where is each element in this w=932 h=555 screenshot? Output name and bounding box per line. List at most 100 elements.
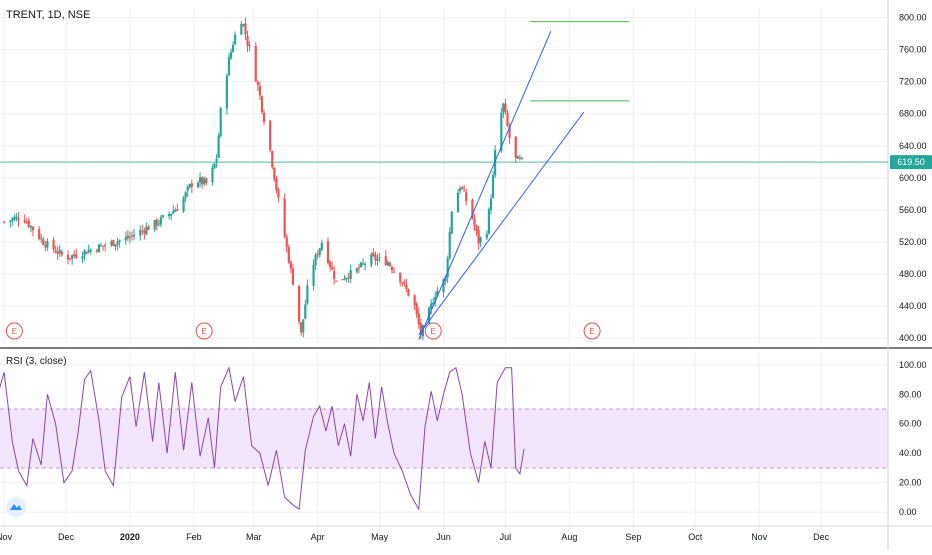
candle-body — [461, 187, 464, 190]
candle-body — [174, 209, 177, 212]
price-axis-tick-label: 720.00 — [899, 77, 927, 87]
candle-body — [448, 232, 451, 259]
candle-body — [326, 241, 330, 264]
candle-body — [46, 241, 49, 248]
candle-body — [343, 279, 346, 281]
candle-body — [335, 280, 338, 282]
candle-body — [145, 226, 148, 235]
candle-body — [306, 285, 309, 304]
time-axis-label: Oct — [688, 532, 703, 542]
candle-body — [271, 151, 274, 168]
candle-body — [430, 303, 433, 309]
rsi-indicator-title[interactable]: RSI (3, close) — [6, 356, 67, 367]
candle-body — [390, 266, 394, 271]
candle-body — [130, 235, 134, 237]
candle-body — [153, 219, 156, 230]
candle-body — [124, 237, 127, 241]
time-axis-label: Jun — [436, 532, 451, 542]
candle-body — [132, 235, 136, 237]
candle-body — [54, 250, 57, 253]
candle-body — [186, 187, 189, 191]
price-axis-tick-label: 760.00 — [899, 45, 927, 55]
candle-body — [465, 192, 468, 201]
price-axis-tick-label: 640.00 — [899, 141, 927, 151]
candle-body — [170, 213, 173, 216]
candle-body — [364, 263, 367, 265]
candle-body — [126, 235, 129, 239]
candle-body — [384, 256, 387, 266]
candle-body — [269, 120, 272, 151]
candle-body — [60, 251, 63, 255]
candle-body — [190, 183, 193, 187]
candle-body — [172, 211, 175, 214]
candle-body — [27, 220, 30, 227]
candle-body — [217, 135, 220, 158]
earnings-e-icon[interactable] — [424, 322, 442, 340]
time-axis-label: Apr — [311, 532, 325, 542]
current-price-tag-label: 619.50 — [897, 157, 925, 167]
candle-body — [458, 188, 462, 192]
candle-body — [359, 262, 363, 267]
candle-body — [13, 217, 16, 220]
candle-body — [275, 178, 278, 191]
candle-body — [31, 226, 35, 231]
earnings-e-icon[interactable] — [583, 322, 601, 340]
candle-body — [25, 221, 28, 223]
candle-body — [254, 46, 257, 82]
candle-body — [285, 237, 288, 247]
earnings-e-icon[interactable] — [195, 322, 213, 340]
candle-body — [262, 113, 266, 122]
rsi-band — [0, 409, 888, 468]
candle-body — [23, 220, 26, 223]
candle-body — [17, 218, 20, 221]
trend-channel-line[interactable] — [418, 31, 552, 340]
candle-body — [258, 85, 262, 96]
candle-body — [502, 103, 505, 113]
candle-body — [463, 190, 466, 192]
candle-body — [248, 44, 251, 46]
candle-body — [143, 230, 146, 234]
candle-body — [155, 219, 158, 226]
candle-body — [42, 239, 45, 245]
candle-body — [314, 254, 317, 266]
candle-body — [504, 103, 507, 112]
candle-body — [95, 250, 99, 252]
candle-body — [66, 254, 70, 260]
price-axis-tick-label: 440.00 — [899, 301, 927, 311]
candle-body — [87, 250, 90, 253]
candle-body — [473, 218, 476, 226]
candle-body — [370, 254, 373, 266]
time-axis-label: Dec — [813, 532, 830, 542]
candle-body — [471, 199, 474, 219]
candle-body — [514, 136, 517, 158]
candle-body — [147, 226, 150, 230]
time-axis-label: May — [371, 532, 389, 542]
candle-body — [442, 279, 445, 293]
time-axis-label: Aug — [561, 532, 577, 542]
price-axis-tick-label: 680.00 — [899, 109, 927, 119]
candle-body — [434, 296, 437, 302]
time-axis-label: Dec — [58, 532, 75, 542]
candle-body — [101, 245, 105, 247]
time-axis-label: Sep — [625, 532, 641, 542]
candle-body — [302, 319, 305, 333]
candle-body — [500, 113, 503, 152]
time-axis-label: Mar — [246, 532, 262, 542]
candle-body — [225, 75, 228, 109]
candle-body — [432, 302, 435, 305]
candle-body — [229, 51, 233, 59]
candle-body — [446, 258, 449, 278]
earnings-e-icon[interactable] — [5, 322, 23, 340]
candle-body — [520, 157, 524, 159]
candle-body — [114, 244, 117, 247]
earnings-e-label: E — [431, 327, 436, 336]
candle-body — [219, 108, 222, 137]
trend-channel-line[interactable] — [418, 111, 585, 336]
candle-body — [256, 81, 259, 85]
candle-body — [489, 198, 493, 210]
tradingview-logo-icon[interactable] — [6, 497, 26, 517]
candle-body — [118, 240, 121, 242]
candle-body — [260, 96, 264, 113]
